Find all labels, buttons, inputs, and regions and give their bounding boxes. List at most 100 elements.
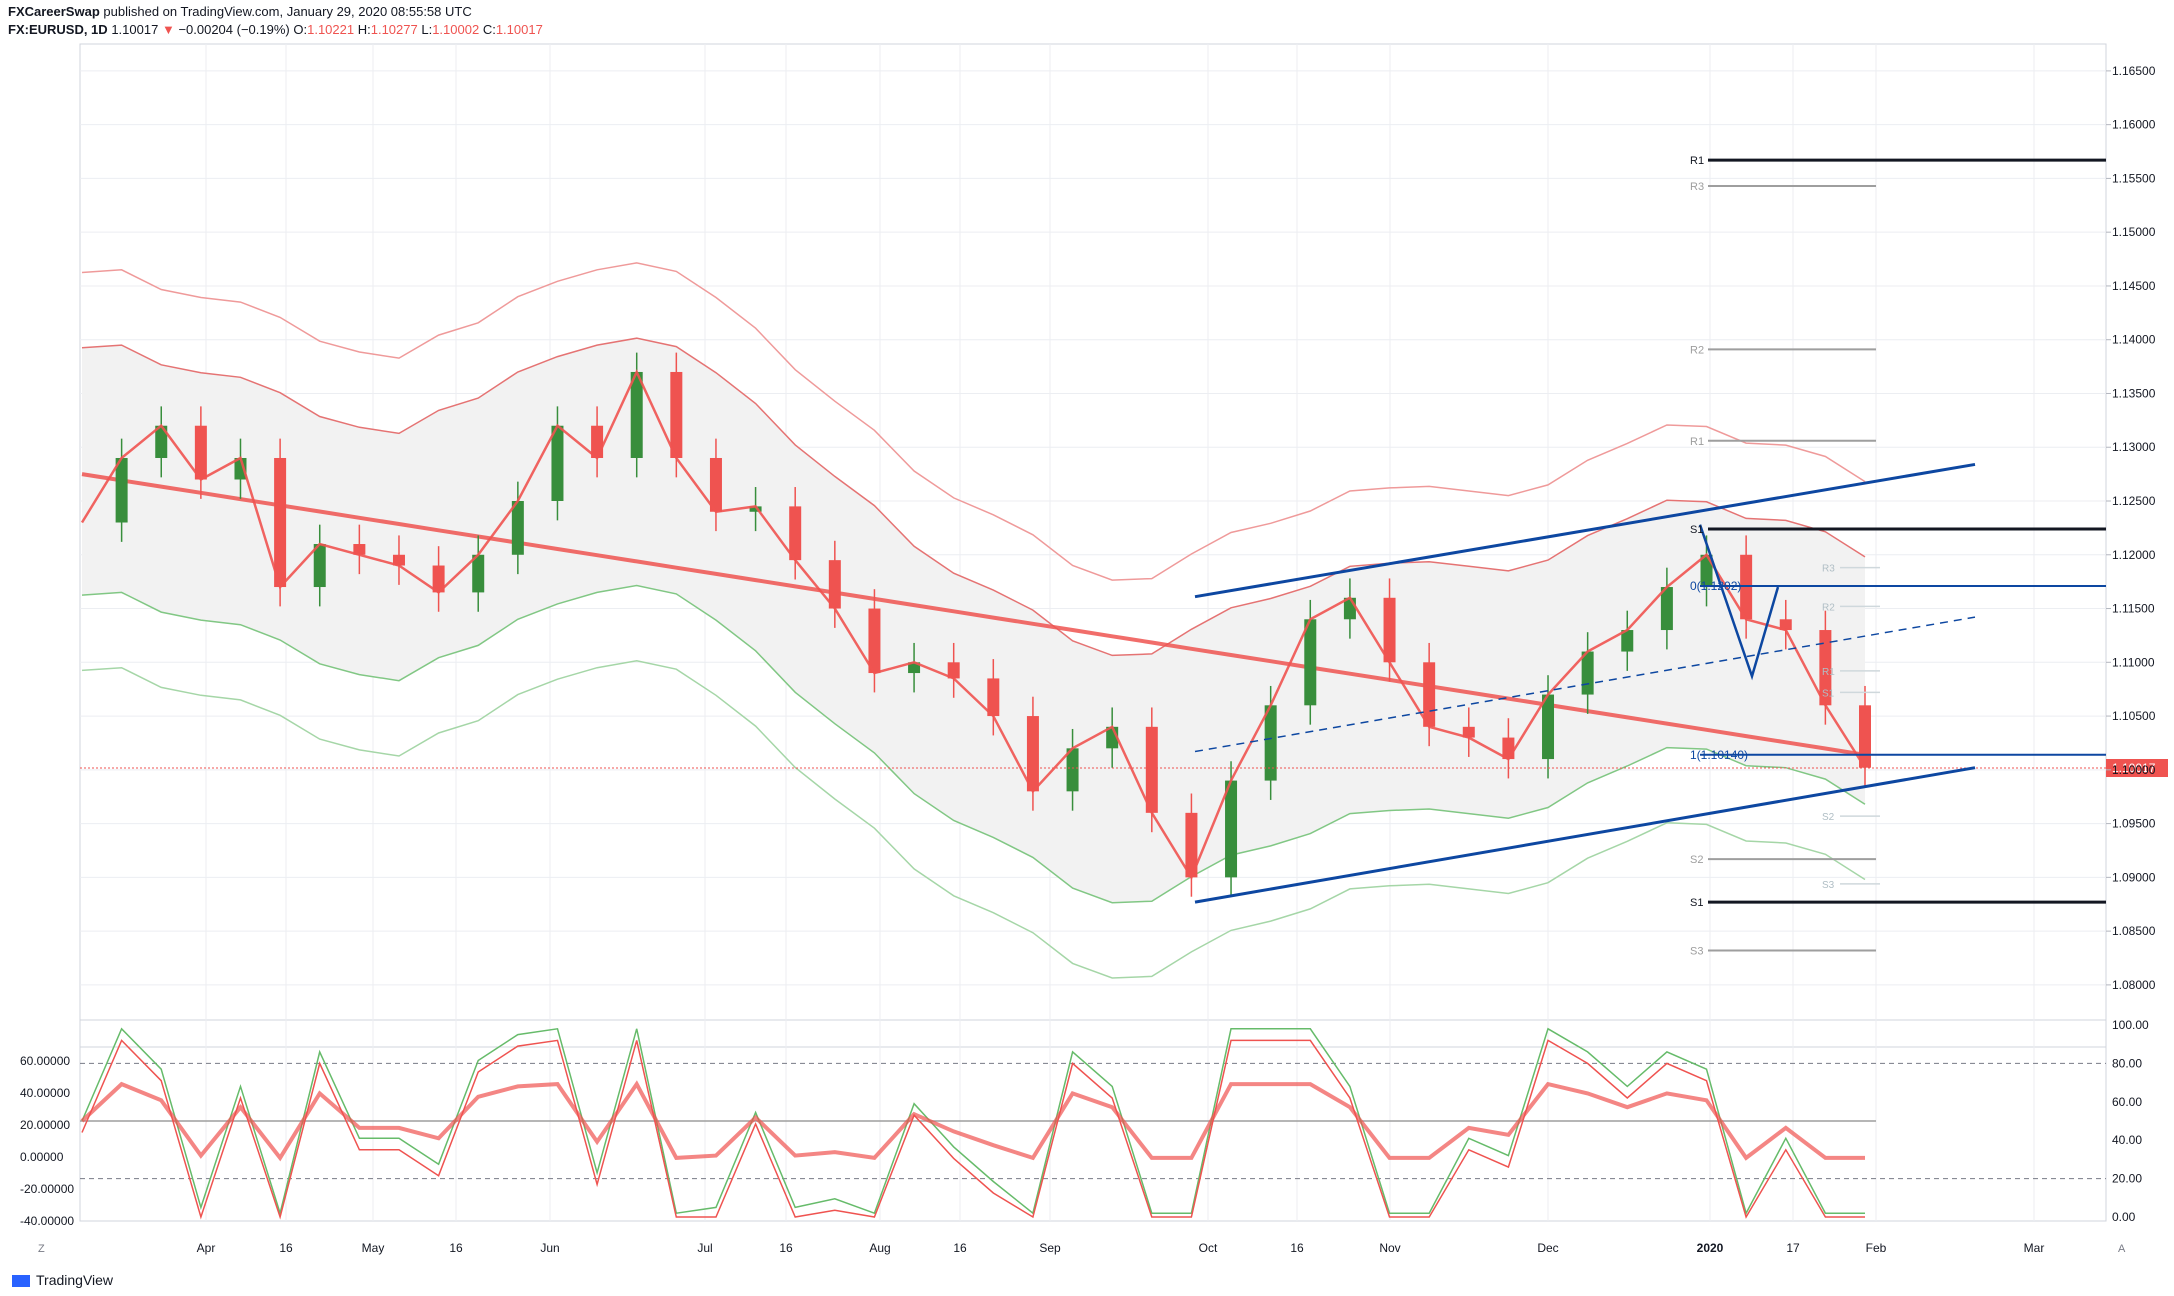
momentum-line — [80, 1080, 1865, 1162]
trendlines: 0(1.1202) 1(1.10140) — [1194, 462, 2106, 904]
footer-brand[interactable]: TradingView — [12, 1272, 113, 1288]
time-tick-label: 16 — [1290, 1241, 1304, 1255]
upper-band-inner — [81, 337, 1866, 657]
price-tick-label: 1.15000 — [2112, 225, 2156, 239]
bull-candle — [1225, 780, 1238, 878]
oscillator: 100.00 80.00 60.00 40.00 20.00 0.00 60.00000 40… — [20, 1018, 2149, 1228]
bear-candle — [1185, 812, 1198, 878]
author-name[interactable]: FXCareerSwap — [8, 4, 100, 19]
low-label: L: — [421, 22, 433, 37]
price-tick-label: 1.08500 — [2112, 924, 2156, 938]
bear-candle — [1145, 726, 1158, 813]
bear-candle — [274, 457, 287, 588]
bear-candle — [392, 554, 405, 566]
bear-candle — [709, 457, 722, 512]
publication-line: FXCareerSwap published on TradingView.co… — [8, 4, 472, 19]
time-tick-label: 17 — [1786, 1241, 1800, 1255]
bull-candle — [472, 554, 485, 593]
time-tick-label: Dec — [1537, 1241, 1558, 1255]
band-fill — [82, 338, 1865, 903]
bear-candle — [432, 565, 445, 593]
bear-candle — [1423, 662, 1436, 727]
channel-mid-line — [1194, 616, 1976, 753]
grid — [80, 44, 2106, 1221]
bull-candle — [115, 457, 128, 523]
bull-candle — [1660, 587, 1673, 631]
ohlc-line: FX:EURUSD, 1D 1.10017 ▼ −0.00204 (−0.19%… — [8, 22, 543, 37]
pivot-label: S1 — [1690, 524, 1703, 536]
price-tick-label: 1.12000 — [2112, 548, 2156, 562]
osc-left-tick: 0.00000 — [20, 1150, 64, 1164]
auto-scale-button[interactable]: A — [2118, 1243, 2126, 1255]
symbol-label[interactable]: FX:EURUSD, 1D — [8, 22, 108, 37]
price-tick-label: 1.11000 — [2112, 655, 2155, 669]
price-tick-label: 1.11500 — [2112, 602, 2155, 616]
published-text: published on TradingView.com, January 29… — [103, 4, 472, 19]
bull-candle — [551, 425, 564, 502]
price-tick-label: 1.08000 — [2112, 978, 2156, 992]
price-tick-label: 1.13500 — [2112, 386, 2156, 400]
bull-candle — [1621, 630, 1634, 652]
low-value: 1.10002 — [432, 22, 480, 37]
pivot-label-small: R2 — [1822, 602, 1835, 613]
change-value: −0.00204 (−0.19%) — [178, 22, 290, 37]
bear-candle — [1383, 597, 1396, 663]
bear-candle — [947, 662, 960, 679]
price-tick-label: 1.16000 — [2112, 118, 2156, 132]
price-tick-label: 1.09000 — [2112, 870, 2156, 884]
price-tick-label: 1.13000 — [2112, 440, 2156, 454]
time-tick-label: Nov — [1379, 1241, 1400, 1255]
time-tick-label: Jul — [697, 1241, 712, 1255]
price-line: 1.10017 — [80, 759, 2168, 778]
fib-label-0: 0(1.1202) — [1690, 579, 1741, 593]
bear-candle — [1779, 619, 1792, 631]
bull-candle — [1304, 619, 1317, 706]
zoom-button[interactable]: Z — [38, 1243, 45, 1255]
time-tick-label: Jun — [540, 1241, 559, 1255]
short-moving-average — [80, 369, 1867, 881]
osc-left-tick: 20.00000 — [20, 1118, 70, 1132]
bear-candle — [987, 678, 1000, 717]
close-value: 1.10017 — [495, 22, 543, 37]
osc-left-tick: 40.00000 — [20, 1086, 70, 1100]
lower-band-outer — [81, 660, 1866, 979]
upper-band-outer — [81, 262, 1866, 581]
bear-candle — [1859, 705, 1871, 768]
time-tick-label: Apr — [197, 1241, 216, 1255]
osc-right-tick: 0.00 — [2112, 1210, 2136, 1224]
time-tick-label: 16 — [279, 1241, 293, 1255]
long-moving-average — [81, 472, 1866, 757]
high-value: 1.10277 — [370, 22, 418, 37]
bear-candle — [670, 371, 683, 458]
bands — [81, 262, 1866, 979]
bear-candle — [1819, 630, 1832, 706]
osc-left-tick: -20.00000 — [20, 1182, 74, 1196]
stochastic-d-line — [81, 1039, 1865, 1220]
time-tick-label: 2020 — [1697, 1241, 1724, 1255]
high-label: H: — [357, 22, 371, 37]
time-tick-label: Mar — [2024, 1241, 2045, 1255]
bull-candle — [1066, 748, 1079, 792]
pivot-label: S1 — [1690, 897, 1703, 909]
osc-right-tick: 60.00 — [2112, 1095, 2142, 1109]
bear-candle — [1462, 726, 1475, 738]
time-tick-label: Feb — [1866, 1241, 1887, 1255]
price-tick-label: 1.09500 — [2112, 817, 2156, 831]
pivot-label: R2 — [1690, 344, 1704, 356]
price-tick-label: 1.14000 — [2112, 333, 2156, 347]
osc-right-tick: 80.00 — [2112, 1056, 2142, 1070]
osc-right-tick: 20.00 — [2112, 1172, 2142, 1186]
close-label: C: — [482, 22, 496, 37]
brand-text: TradingView — [36, 1272, 114, 1288]
time-tick-label: 16 — [449, 1241, 463, 1255]
time-tick-label: May — [362, 1241, 385, 1255]
last-price-tag — [2106, 759, 2168, 778]
pattern-line — [1698, 524, 1780, 681]
bull-candle — [1542, 694, 1555, 760]
open-label: O: — [293, 22, 308, 37]
osc-left-tick: -40.00000 — [20, 1214, 74, 1228]
bull-candle — [1264, 705, 1277, 781]
main-pane-frame — [79, 43, 2107, 1048]
candles — [80, 352, 1871, 897]
